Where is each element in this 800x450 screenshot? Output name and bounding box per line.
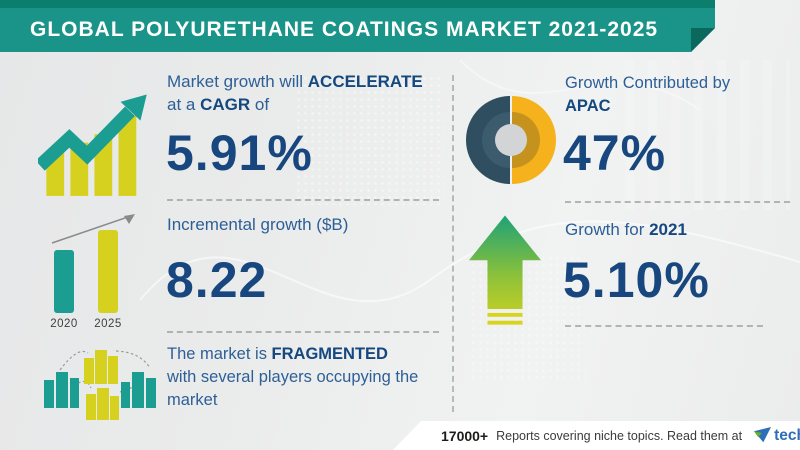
growth-year-label: Growth for 2021 — [565, 220, 687, 239]
column-divider — [452, 75, 454, 412]
header-banner-fold — [691, 28, 715, 52]
page-title: GLOBAL POLYURETHANE COATINGS MARKET 2021… — [30, 18, 659, 41]
donut-chart-icon — [466, 96, 556, 184]
growth-year-value: 5.10% — [563, 252, 710, 308]
divider — [167, 331, 439, 333]
apac-label: Growth Contributed by APAC — [565, 74, 731, 115]
fragmented-label: The market is FRAGMENTED with several pl… — [167, 345, 419, 409]
cagr-value: 5.91% — [166, 125, 313, 181]
cagr-label: Market growth will ACCELERATE at a CAGR … — [167, 72, 423, 115]
apac-value: 47% — [563, 125, 667, 181]
growth-chart-icon — [38, 94, 147, 196]
bar-end-year-label: 2025 — [94, 318, 122, 330]
report-count: 17000+ — [441, 427, 489, 444]
header-banner — [0, 0, 715, 52]
up-arrow-icon — [468, 215, 542, 325]
divider — [167, 199, 439, 201]
footer-bar: 17000+ Reports covering niche topics. Re… — [393, 421, 800, 450]
bar-start-year-label: 2020 — [50, 318, 78, 330]
divider — [565, 201, 790, 203]
technavio-logo-icon — [754, 427, 772, 443]
logo-text-tech: tech — [774, 426, 800, 444]
incremental-growth-value: 8.22 — [166, 252, 268, 308]
incremental-growth-label: Incremental growth ($B) — [167, 215, 349, 234]
footer-message: Reports covering niche topics. Read them… — [496, 428, 743, 443]
bar-comparison-icon: 2020 2025 — [46, 205, 141, 330]
divider — [565, 325, 763, 327]
technavio-logo[interactable]: technavio — [754, 427, 800, 445]
fragmented-market-icon — [44, 350, 156, 420]
